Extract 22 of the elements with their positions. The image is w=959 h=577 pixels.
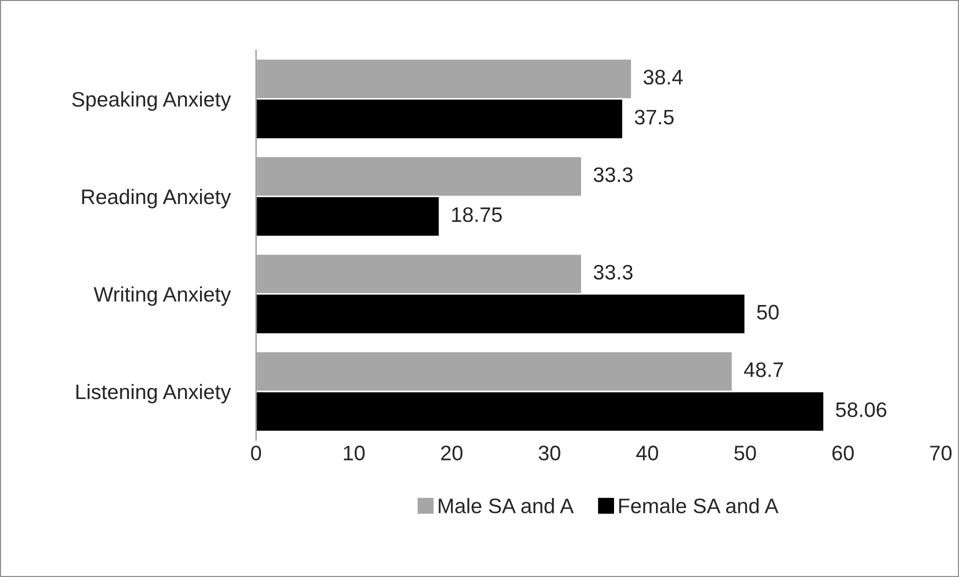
data-label: 18.75 <box>452 207 502 222</box>
x-tick-label: 50 <box>734 446 756 460</box>
legend-label: Male SA and A <box>438 498 574 514</box>
y-tick-label: Reading Anxiety <box>82 188 232 208</box>
x-tick-label: 10 <box>344 446 365 460</box>
x-tick-label: 20 <box>441 446 462 460</box>
y-tick-label: Listening Anxiety <box>76 384 232 404</box>
data-label: 38.4 <box>644 70 683 85</box>
y-tick-label: Speaking Anxiety <box>72 91 232 111</box>
data-label: 33.3 <box>594 167 633 182</box>
data-label: 58.06 <box>836 402 886 418</box>
x-tick-label: 70 <box>930 446 952 460</box>
data-label: 50 <box>757 304 779 320</box>
x-tick-label: 60 <box>832 446 854 460</box>
legend-label: Female SA and A <box>619 498 778 514</box>
data-label: 37.5 <box>634 110 674 125</box>
data-label: 33.3 <box>594 264 633 280</box>
y-tick-label: Writing Anxiety <box>94 286 232 306</box>
data-label: 48.7 <box>744 362 784 378</box>
x-tick-label: 40 <box>636 446 658 460</box>
x-tick-label: 30 <box>538 446 560 460</box>
x-tick-label: 0 <box>251 446 262 460</box>
